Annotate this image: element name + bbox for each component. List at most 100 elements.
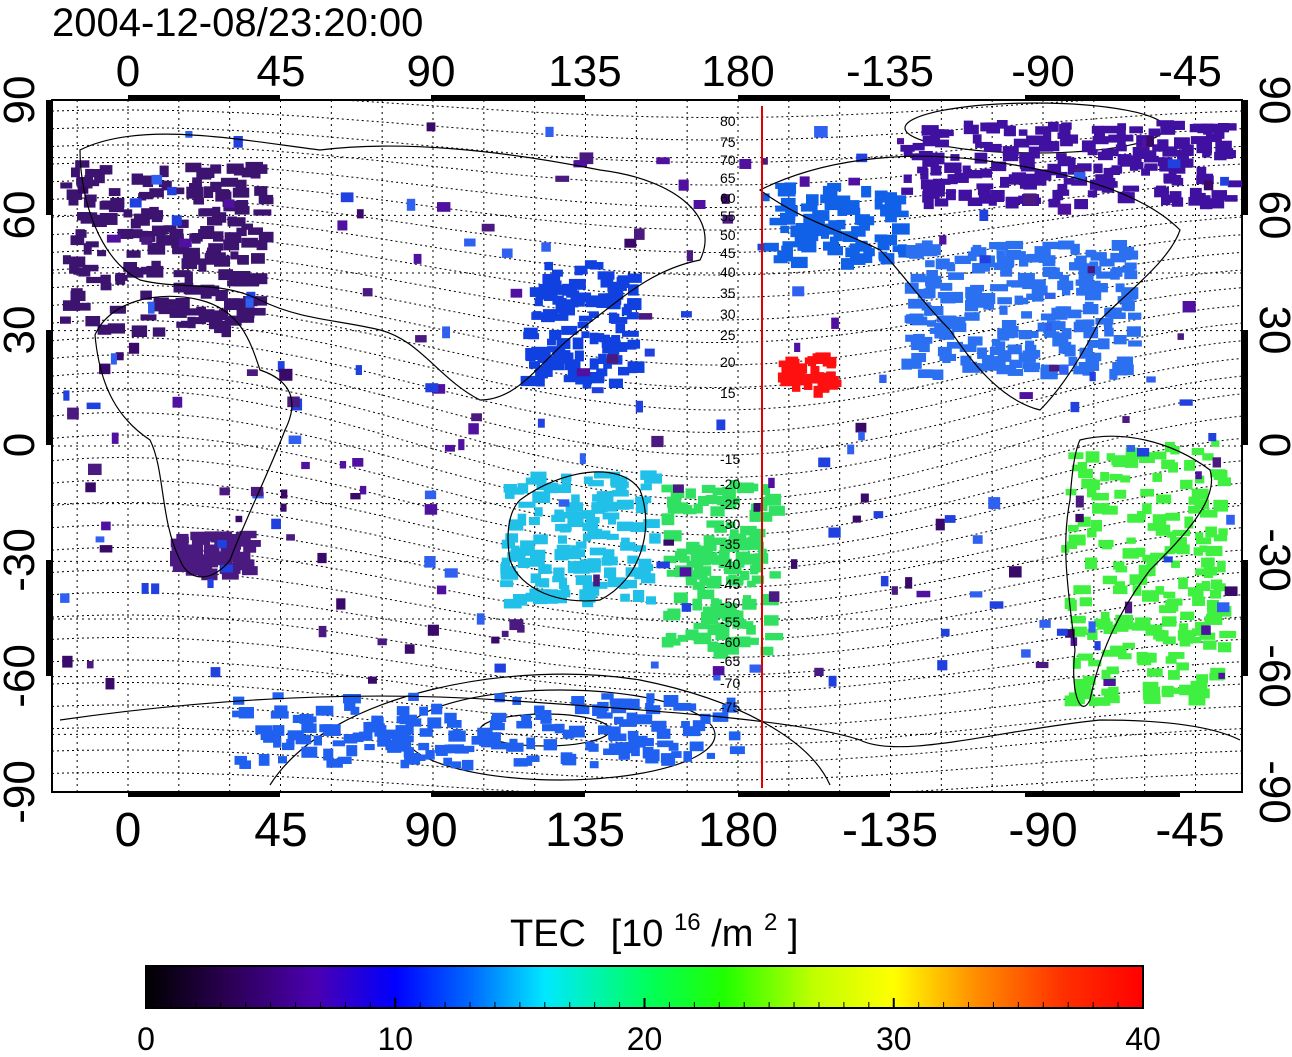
tec-cell (272, 725, 285, 736)
tec-cell (177, 551, 190, 564)
tec-cell (810, 366, 820, 377)
tec-cell (252, 273, 268, 285)
tec-cell (983, 298, 995, 310)
tec-cell (187, 550, 203, 562)
tec-cell (1104, 695, 1120, 704)
tec-cell (1135, 547, 1146, 557)
tec-cell (183, 282, 194, 295)
tec-cell (979, 255, 991, 264)
tec-cell (1167, 120, 1185, 130)
tec-cell (1188, 505, 1200, 514)
right-latitude-label: 0 (1250, 433, 1292, 457)
tec-cell (981, 355, 995, 362)
colorbar-unit-mid: /m (711, 913, 753, 955)
tec-cell (407, 718, 422, 727)
tec-cell (1056, 189, 1070, 196)
tec-cell (172, 246, 188, 255)
tec-cell (1023, 254, 1038, 263)
tec-cell (141, 583, 149, 594)
tec-cell (443, 757, 453, 766)
contour-label: -60 (720, 634, 740, 650)
frame-tick (128, 791, 280, 797)
tec-cell (536, 478, 546, 491)
top-longitude-label: -45 (1158, 47, 1222, 96)
tec-cell (198, 312, 209, 320)
tec-cell (545, 126, 554, 137)
tec-cell (398, 741, 412, 752)
tec-cell (251, 253, 265, 264)
tec-cell (1132, 147, 1150, 159)
tec-cell (459, 745, 475, 753)
tec-cell (62, 655, 73, 668)
tec-cell (571, 696, 585, 706)
tec-cell (828, 527, 841, 538)
tec-cell (591, 506, 605, 514)
tec-cell (86, 276, 104, 284)
bottom-longitude-label: -90 (1008, 804, 1077, 857)
tec-cell (918, 151, 933, 159)
tec-cell (1155, 586, 1165, 595)
tec-cell (698, 495, 709, 506)
tec-cell (418, 742, 430, 751)
tec-cell (533, 534, 548, 545)
tec-cell (567, 516, 584, 528)
tec-cell (252, 296, 268, 306)
tec-cell (1177, 333, 1184, 340)
tec-cell (501, 557, 511, 570)
tec-cell (1087, 485, 1097, 498)
tec-cell (247, 227, 263, 235)
tec-cell (970, 284, 985, 292)
tec-cell (940, 295, 956, 304)
tec-cell (419, 728, 433, 737)
tec-cell (509, 619, 524, 631)
tec-cell (1104, 307, 1116, 317)
tec-cell (967, 197, 983, 207)
tec-cell (187, 563, 200, 576)
tec-cell (253, 209, 272, 216)
tec-cell (1066, 134, 1079, 144)
tec-cell (616, 499, 634, 510)
tec-cell (343, 694, 361, 704)
tec-cell (1146, 136, 1154, 147)
tec-cell (167, 235, 184, 245)
tec-cell (997, 297, 1012, 305)
tec-cell (1101, 125, 1119, 134)
tec-cell (458, 439, 465, 451)
tec-cell (511, 487, 525, 495)
map-panel: 80 75 70 65 60 55 50 45 40 35 30 25 20 15 -15 -20 -25 -30… (46, 95, 1248, 797)
tec-cell (436, 585, 447, 595)
tec-cell (599, 334, 610, 343)
tec-cell (627, 730, 639, 740)
tec-cell (1026, 293, 1035, 300)
tec-cell (1143, 155, 1159, 163)
tec-cell (746, 625, 756, 635)
tec-cell (1188, 496, 1200, 505)
tec-cell (1085, 358, 1097, 366)
tec-cell (1128, 340, 1142, 347)
tec-cell (362, 288, 373, 297)
tec-cell (1167, 531, 1177, 538)
tec-cell (596, 712, 613, 719)
tec-cell (517, 557, 530, 569)
tec-cell (272, 692, 284, 700)
contour-line (52, 284, 1242, 366)
tec-cell (775, 182, 792, 189)
tec-cell (1113, 561, 1125, 570)
tec-cell (1021, 649, 1031, 658)
tec-cell (567, 561, 578, 574)
tec-cell (1070, 627, 1086, 637)
tec-cell (942, 352, 951, 364)
tec-cell (826, 378, 837, 387)
left-latitude-label: 0 (0, 433, 44, 457)
tec-cell (859, 244, 872, 252)
tec-cell (278, 756, 288, 764)
tec-cell (544, 261, 554, 271)
tec-cell (692, 720, 706, 732)
tec-cell (693, 632, 712, 645)
tec-cell (972, 535, 983, 544)
tec-cell (589, 358, 599, 370)
tec-cell (1098, 283, 1108, 293)
contour-labels: 80 75 70 65 60 55 50 45 40 35 30 25 20 15 -15 -20 -25 -30… (720, 113, 740, 715)
tec-cell (602, 502, 617, 512)
tec-cell (585, 295, 603, 308)
